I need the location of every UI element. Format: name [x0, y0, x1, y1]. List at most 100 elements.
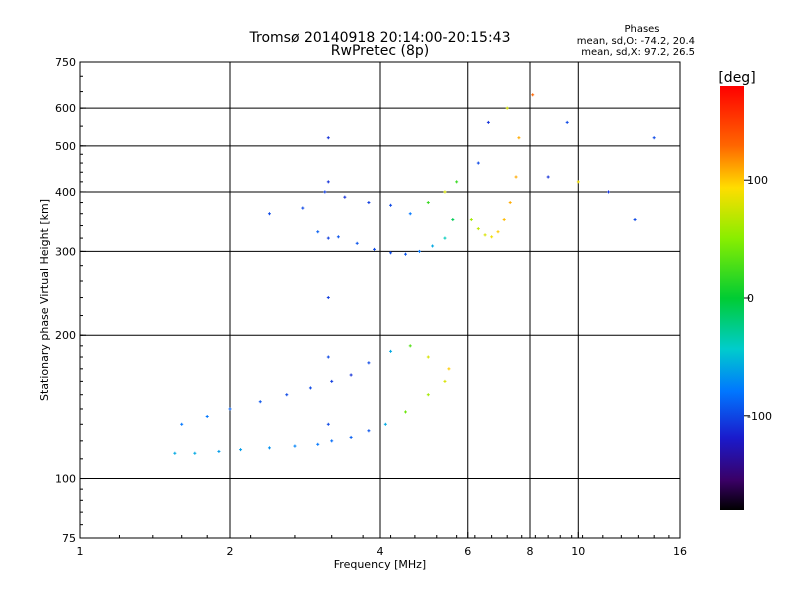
data-point	[496, 230, 500, 234]
data-point	[355, 241, 359, 245]
y-axis-label: Stationary phase Virtual Height [km]	[38, 199, 51, 401]
data-point	[367, 361, 371, 365]
data-points-layer	[173, 93, 656, 455]
y-tick-label: 300	[55, 245, 76, 258]
data-point	[514, 175, 518, 179]
data-point	[258, 400, 262, 404]
data-point	[336, 235, 340, 239]
y-tick-label: 750	[55, 56, 76, 69]
x-tick-label: 6	[464, 545, 471, 558]
x-tick-label: 4	[377, 545, 384, 558]
data-point	[652, 136, 656, 140]
x-axis-label: Frequency [MHz]	[334, 558, 426, 571]
colorbar-tick-label: -100	[747, 410, 772, 423]
colorbar-ticks: 100 0 -100	[744, 174, 772, 423]
data-point	[326, 422, 330, 426]
data-point	[469, 218, 473, 222]
data-point	[443, 236, 447, 240]
data-point	[443, 190, 447, 194]
y-tick-label: 75	[62, 532, 76, 545]
data-point	[426, 393, 430, 397]
data-point	[326, 296, 330, 300]
axis-ticks-layer: 1 2 4 6 8 10 16 75 100 200 300 400 500 600 750	[55, 56, 687, 558]
grid-layer	[80, 62, 680, 538]
y-tick-label: 600	[55, 102, 76, 115]
data-point	[293, 444, 297, 448]
data-point	[383, 422, 387, 426]
data-point	[486, 120, 490, 124]
chart-subtitle: RwPretec (8p)	[331, 43, 429, 59]
data-point	[455, 180, 459, 184]
data-point	[323, 190, 327, 194]
data-point	[447, 367, 451, 371]
phases-mean-o: mean, sd,O: -74.2, 20.4	[577, 36, 695, 47]
data-point	[443, 379, 447, 383]
data-point	[367, 201, 371, 205]
colorbar	[720, 86, 744, 510]
data-point	[326, 136, 330, 140]
data-point	[349, 373, 353, 377]
data-point	[389, 203, 393, 207]
y-tick-label: 400	[55, 186, 76, 199]
data-point	[431, 244, 435, 248]
data-point	[193, 451, 197, 455]
data-point	[228, 407, 232, 411]
data-point	[301, 206, 305, 210]
data-point	[173, 451, 177, 455]
data-point	[267, 212, 271, 216]
data-point	[326, 180, 330, 184]
data-point	[316, 230, 320, 234]
data-point	[389, 349, 393, 353]
data-point	[451, 218, 455, 222]
phases-mean-x: mean, sd,X: 97.2, 26.5	[581, 47, 695, 58]
data-point	[349, 435, 353, 439]
data-point	[633, 218, 637, 222]
data-point	[517, 136, 521, 140]
data-point	[326, 355, 330, 359]
chart-title: Tromsø 20140918 20:14:00-20:15:43	[249, 30, 511, 46]
data-point	[367, 429, 371, 433]
colorbar-tick-label: 0	[747, 292, 754, 305]
data-point	[408, 344, 412, 348]
data-point	[403, 252, 407, 256]
colorbar-tick-label: 100	[747, 174, 768, 187]
y-tick-label: 200	[55, 329, 76, 342]
data-point	[239, 448, 243, 452]
data-point	[205, 414, 209, 418]
data-point	[502, 218, 506, 222]
data-point	[330, 379, 334, 383]
y-tick-label: 100	[55, 473, 76, 486]
data-point	[476, 227, 480, 231]
data-point	[267, 446, 271, 450]
data-point	[308, 386, 312, 390]
data-point	[326, 236, 330, 240]
data-point	[576, 180, 580, 184]
phases-title: Phases	[624, 24, 659, 35]
data-point	[426, 201, 430, 205]
data-point	[403, 410, 407, 414]
x-tick-label: 10	[571, 545, 585, 558]
y-tick-label: 500	[55, 140, 76, 153]
data-point	[417, 249, 421, 253]
data-point	[343, 195, 347, 199]
data-point	[531, 93, 535, 97]
data-point	[180, 422, 184, 426]
x-tick-label: 1	[77, 545, 84, 558]
x-tick-label: 16	[673, 545, 687, 558]
x-tick-label: 8	[527, 545, 534, 558]
data-point	[408, 212, 412, 216]
data-point	[285, 393, 289, 397]
data-point	[483, 233, 487, 237]
data-point	[505, 106, 509, 110]
data-point	[476, 161, 480, 165]
x-tick-label: 2	[227, 545, 234, 558]
data-point	[330, 439, 334, 443]
colorbar-label: [deg]	[718, 70, 755, 86]
data-point	[373, 247, 377, 251]
data-point	[508, 201, 512, 205]
data-point	[490, 235, 494, 239]
data-point	[607, 190, 611, 194]
data-point	[426, 355, 430, 359]
data-point	[389, 251, 393, 255]
